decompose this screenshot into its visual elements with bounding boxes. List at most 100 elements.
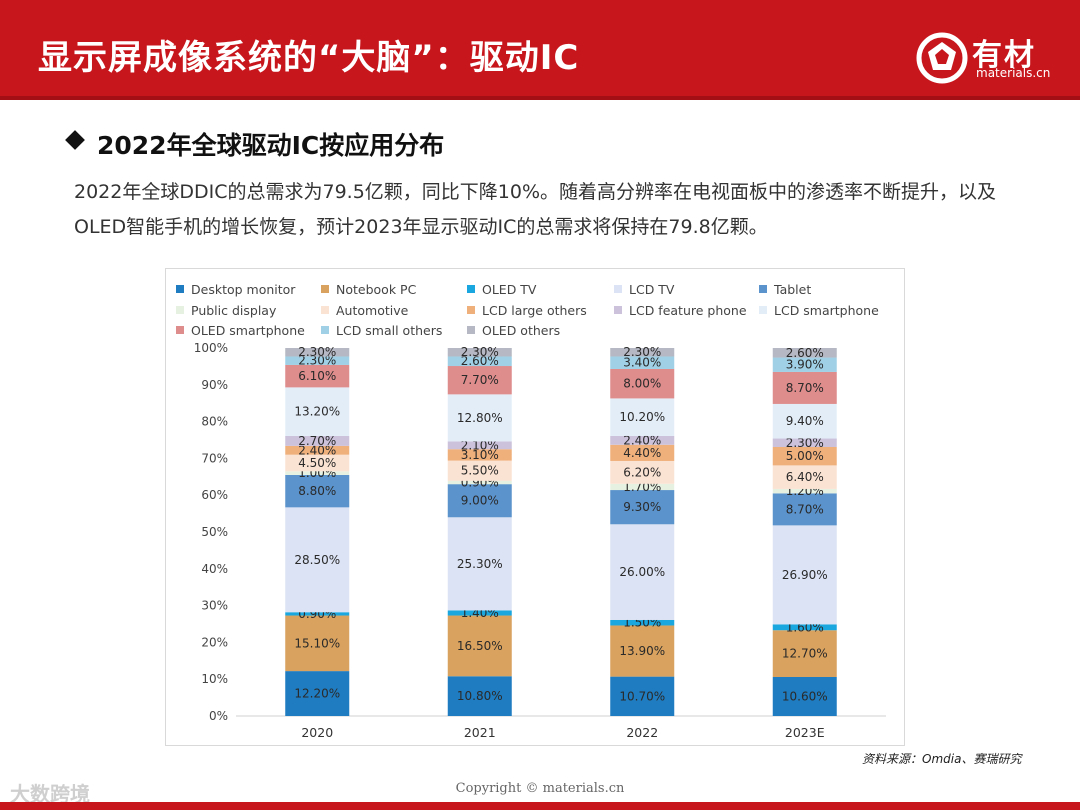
data-label: 3.40% bbox=[623, 356, 661, 370]
data-label: 4.50% bbox=[298, 456, 336, 470]
data-label: 6.40% bbox=[786, 470, 824, 484]
data-label: 5.50% bbox=[461, 464, 499, 478]
materials-logo-icon bbox=[916, 32, 968, 84]
bar-segment-lcd-smartphone bbox=[447, 394, 512, 442]
data-label: 28.50% bbox=[294, 553, 340, 567]
bar-segment-lcd-large-others bbox=[772, 446, 837, 466]
bar-segment-desktop-monitor bbox=[447, 676, 512, 716]
legend-label-desktop-monitor: Desktop monitor bbox=[191, 282, 296, 297]
bar-segment-lcd-large-others bbox=[285, 445, 350, 455]
bar-segment-oled-tv bbox=[447, 610, 512, 616]
bar-segment-oled-tv bbox=[772, 624, 837, 631]
y-tick-label: 20% bbox=[201, 635, 228, 649]
legend-swatch-lcd-tv bbox=[614, 285, 622, 293]
bar-segment-lcd-small-others bbox=[772, 357, 837, 372]
legend-swatch-tablet bbox=[759, 285, 767, 293]
x-tick-label: 2023E bbox=[785, 725, 825, 740]
data-label: 2.10% bbox=[461, 438, 499, 452]
data-label: 2.40% bbox=[298, 443, 336, 457]
data-label: 12.70% bbox=[782, 647, 828, 661]
legend-swatch-desktop-monitor bbox=[176, 285, 184, 293]
data-label: 3.10% bbox=[461, 448, 499, 462]
data-label: 8.00% bbox=[623, 377, 661, 391]
data-label: 12.20% bbox=[294, 687, 340, 701]
bar-segment-tablet bbox=[772, 493, 837, 526]
bar-segment-oled-smartphone bbox=[772, 371, 837, 404]
legend-swatch-notebook-pc bbox=[321, 285, 329, 293]
bar-segment-tablet bbox=[447, 484, 512, 518]
data-label: 13.20% bbox=[294, 405, 340, 419]
bar-segment-public-display bbox=[285, 471, 350, 475]
y-tick-label: 40% bbox=[201, 562, 228, 576]
bar-segment-lcd-feature-phone bbox=[447, 441, 512, 450]
bar-segment-notebook-pc bbox=[610, 625, 675, 677]
y-tick-label: 80% bbox=[201, 415, 228, 429]
legend-label-lcd-feature-phone: LCD feature phone bbox=[629, 303, 747, 318]
legend-swatch-lcd-feature-phone bbox=[614, 306, 622, 314]
bar-segment-lcd-large-others bbox=[447, 449, 512, 461]
data-label: 15.10% bbox=[294, 636, 340, 650]
y-tick-label: 70% bbox=[201, 451, 228, 465]
bar-segment-lcd-tv bbox=[447, 517, 512, 611]
data-label: 8.80% bbox=[298, 484, 336, 498]
data-label: 2.30% bbox=[786, 436, 824, 450]
legend-swatch-lcd-large-others bbox=[467, 306, 475, 314]
stacked-bar-chart: Desktop monitor Notebook PC OLED TV LCD TV T… bbox=[176, 282, 886, 740]
data-label: 4.40% bbox=[623, 446, 661, 460]
bar-segment-oled-smartphone bbox=[285, 364, 350, 388]
bar-segment-lcd-feature-phone bbox=[285, 435, 350, 446]
page-title: 显示屏成像系统的“大脑”：驱动IC bbox=[38, 38, 580, 78]
legend-label-public-display: Public display bbox=[191, 303, 277, 318]
data-label: 6.10% bbox=[298, 369, 336, 383]
data-label: 8.70% bbox=[786, 381, 824, 395]
data-label: 2.30% bbox=[298, 345, 336, 359]
data-label: 3.90% bbox=[786, 358, 824, 372]
data-label: 7.70% bbox=[461, 373, 499, 387]
bar-segment-public-display bbox=[610, 483, 675, 491]
data-label: 8.70% bbox=[786, 502, 824, 516]
y-tick-label: 0% bbox=[209, 709, 228, 723]
legend-swatch-oled-tv bbox=[467, 285, 475, 293]
legend-swatch-public-display bbox=[176, 306, 184, 314]
legend-swatch-automotive bbox=[321, 306, 329, 314]
header-bar bbox=[0, 0, 1080, 100]
source-note: 资料来源：Omdia、赛瑞研究 bbox=[862, 752, 1022, 766]
bar-segment-notebook-pc bbox=[285, 615, 350, 672]
x-tick-label: 2022 bbox=[626, 725, 658, 740]
y-tick-label: 60% bbox=[201, 488, 228, 502]
bar-segment-desktop-monitor bbox=[285, 671, 350, 716]
legend-swatch-lcd-smartphone bbox=[759, 306, 767, 314]
y-tick-label: 30% bbox=[201, 599, 228, 613]
legend-label-oled-tv: OLED TV bbox=[482, 282, 537, 297]
bar-segment-automotive bbox=[447, 460, 512, 481]
data-label: 9.00% bbox=[461, 494, 499, 508]
section-paragraph: 2022年全球DDIC的总需求为79.5亿颗，同比下降10%。随着高分辨率在电视… bbox=[74, 181, 997, 238]
bar-segment-automotive bbox=[610, 460, 675, 484]
x-tick-label: 2020 bbox=[301, 725, 333, 740]
bar-segment-oled-tv bbox=[610, 619, 675, 626]
bar-segment-lcd-small-others bbox=[285, 356, 350, 365]
bar-segment-oled-tv bbox=[285, 612, 350, 616]
bar-segment-lcd-smartphone bbox=[772, 403, 837, 439]
chart-container: Desktop monitor Notebook PC OLED TV LCD TV T… bbox=[165, 268, 905, 746]
legend-label-notebook-pc: Notebook PC bbox=[336, 282, 417, 297]
logo-text: 有材 bbox=[972, 38, 1036, 73]
data-label: 2.70% bbox=[298, 434, 336, 448]
y-tick-label: 100% bbox=[194, 341, 228, 355]
bar-segment-lcd-large-others bbox=[610, 444, 675, 461]
bar-segment-oled-others bbox=[772, 348, 837, 358]
bar-segment-notebook-pc bbox=[772, 630, 837, 677]
data-label: 13.90% bbox=[619, 644, 665, 658]
bar-segment-tablet bbox=[610, 490, 675, 525]
data-label: 26.90% bbox=[782, 568, 828, 582]
data-label: 16.50% bbox=[457, 639, 503, 653]
bar-segment-tablet bbox=[285, 474, 350, 508]
y-tick-label: 10% bbox=[201, 672, 228, 686]
legend-label-automotive: Automotive bbox=[336, 303, 409, 318]
footer-bar bbox=[0, 802, 1080, 810]
bar-segment-oled-others bbox=[285, 348, 350, 357]
data-label: 5.00% bbox=[786, 449, 824, 463]
data-label: 2.60% bbox=[461, 354, 499, 368]
data-label: 10.70% bbox=[619, 689, 665, 703]
legend-label-tablet: Tablet bbox=[773, 282, 811, 297]
